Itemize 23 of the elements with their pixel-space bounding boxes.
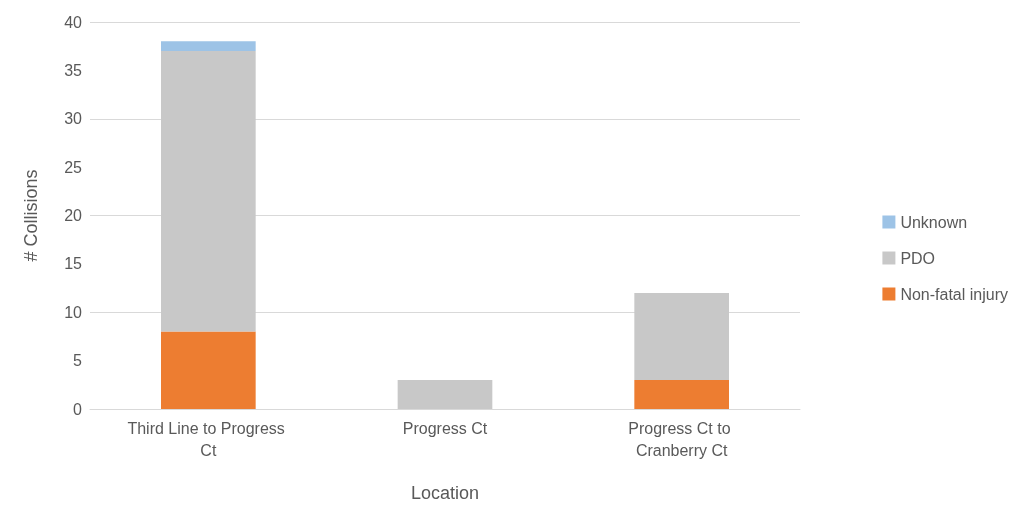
bar — [634, 292, 729, 380]
y-tick-label: 40 — [64, 13, 83, 31]
legend-label: Non-fatal injury — [900, 285, 1009, 303]
bar — [634, 379, 729, 409]
y-tick-label: 30 — [64, 110, 83, 128]
legend-label: Unknown — [900, 213, 968, 231]
y-tick-label: 5 — [73, 352, 83, 370]
bar — [161, 51, 256, 332]
y-tick-label: 20 — [64, 207, 83, 224]
y-axis-title: # Collisions — [21, 169, 41, 262]
x-tick-label: Progress Ct — [402, 419, 488, 437]
y-tick-label: 35 — [64, 61, 83, 79]
x-tick-label: Progress Ct to Cranberry Ct — [628, 419, 736, 459]
y-tick-label: 25 — [64, 158, 83, 176]
y-tick-label: 0 — [73, 400, 83, 418]
x-axis-title: Location — [410, 483, 480, 503]
bar — [397, 379, 493, 409]
y-tick-label: 10 — [64, 303, 83, 321]
bar — [161, 41, 256, 52]
y-tick-label: 15 — [64, 255, 83, 273]
legend-label: PDO — [900, 249, 936, 267]
x-tick-label: Third Line to Progress Ct — [127, 419, 290, 459]
bar — [161, 331, 256, 409]
